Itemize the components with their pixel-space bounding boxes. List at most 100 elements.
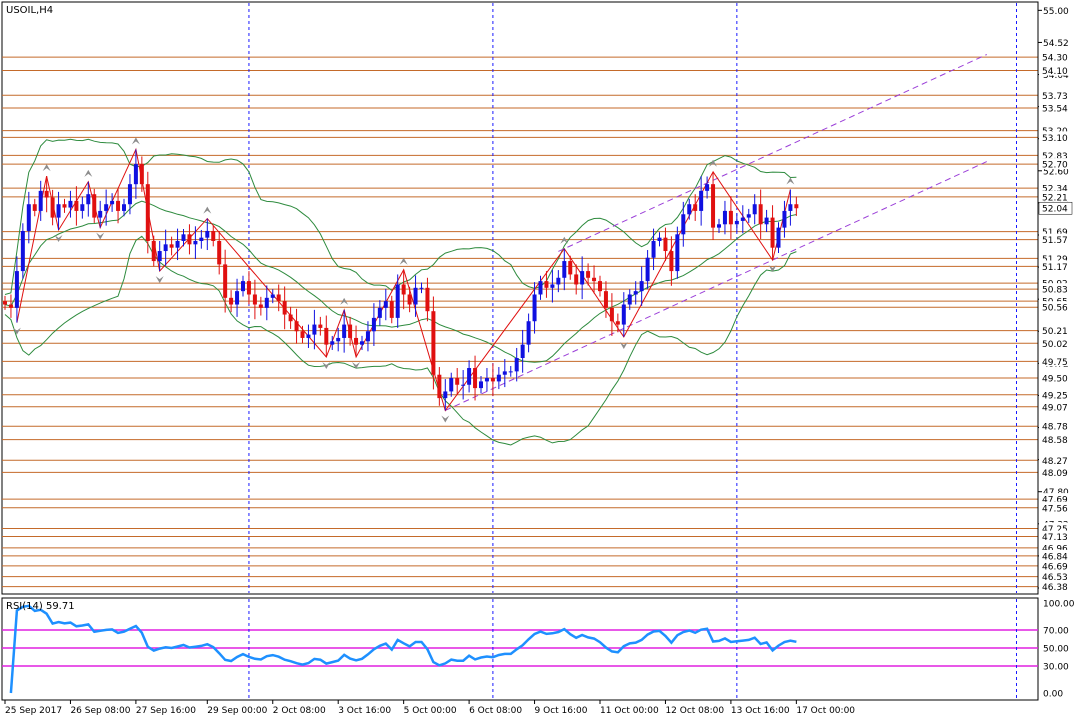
bull-candle [413,287,418,305]
bull-candle [526,321,531,345]
level-label-bg [1039,522,1072,534]
bull-candle [110,200,115,205]
level-label-bg [1039,190,1072,202]
bull-candle [675,234,680,272]
level-label: 52.21 [1042,193,1068,203]
level-label: 54.10 [1042,67,1068,77]
level-label: 51.57 [1042,236,1068,246]
rsi-tick-label: 30.00 [1043,663,1069,673]
bear-candle [574,274,579,285]
bull-candle [419,287,424,289]
bull-candle [740,217,745,221]
level-label-bg [1039,182,1072,194]
level-label-bg [1039,541,1072,553]
bear-candle [794,204,799,209]
level-label-bg [1039,260,1072,272]
bull-candle [746,214,751,218]
time-tick-label: 2 Oct 08:00 [273,706,326,716]
fractal-down-arrow [352,361,361,369]
rsi-label: RSI(14) 59.71 [6,601,75,612]
bull-candle [330,341,335,345]
price-pane[interactable]: USOIL,H4 [1,1,1039,595]
bull-candle [484,378,489,382]
bull-candle [621,304,626,325]
level-label: 52.70 [1042,161,1068,171]
current-price-box [1038,201,1073,215]
level-label: 49.50 [1042,375,1068,385]
bull-candle [538,281,543,295]
bull-candle [14,271,19,308]
bull-candle [163,244,168,252]
price-axis: 55.0054.5254.0453.5653.0852.6052.1251.64… [1037,2,1073,594]
bear-candle [586,271,591,278]
bull-candle [371,317,376,332]
time-tick-label: 6 Oct 08:00 [469,706,522,716]
bull-candle [122,204,126,211]
bear-candle [187,234,192,245]
bear-candle [407,294,412,305]
bull-candle [681,214,686,235]
level-label: 49.07 [1042,403,1068,413]
rsi-tick-label: 50.00 [1043,645,1069,655]
bollinger-middle [4,200,797,363]
level-label-bg [1039,301,1072,313]
bull-candle [639,281,644,292]
bull-candle [395,284,400,318]
rsi-pane[interactable]: RSI(14) 59.71 100.00 70.00 50.00 30.00 0.00 [1,597,1075,701]
level-label: 48.58 [1042,436,1068,446]
time-tick-label: 25 Sep 2017 [5,706,62,716]
level-label-bg [1039,559,1072,571]
level-label: 46.69 [1042,562,1068,572]
channel-upper [558,54,987,252]
bear-candle [229,297,234,305]
bear-candle [437,374,442,399]
bear-candle [288,314,293,322]
bear-candle [32,204,37,211]
bull-candle [157,251,162,262]
bear-candle [770,217,775,248]
bull-candle [461,384,466,386]
level-label: 51.29 [1042,255,1068,265]
level-label: 46.96 [1042,544,1068,554]
time-axis: 25 Sep 2017 26 Sep 08:00 27 Sep 16:00 29 Se… [4,700,855,716]
bear-candle [568,261,573,275]
zigzag-line [16,147,791,412]
level-label: 50.21 [1042,327,1068,337]
bull-candle [38,190,43,211]
bear-candle [324,327,329,345]
rsi-tick-label: 0.00 [1043,690,1063,700]
bear-candle [300,331,305,338]
level-label: 52.34 [1042,185,1068,195]
bull-candle [722,210,727,225]
bear-candle [389,301,394,318]
bull-candle [175,241,180,248]
bear-candle [603,291,608,308]
level-label: 46.38 [1042,583,1068,593]
time-tick-label: 5 Oct 00:00 [404,706,457,716]
bull-candle [479,381,483,389]
bull-candle [235,291,240,305]
time-tick-label: 11 Oct 00:00 [600,706,659,716]
bull-candle [20,230,25,272]
zigzag-path [16,147,791,412]
bull-candle [734,220,739,225]
bull-candle [699,190,704,211]
bull-candle [508,371,513,373]
bear-candle [246,281,251,295]
level-label: 53.54 [1042,104,1068,114]
level-label: 49.75 [1042,358,1068,368]
bull-candle [205,230,210,238]
bull-candle [68,200,73,208]
bull-candle [520,344,525,358]
level-label-bg [1039,283,1072,295]
level-label-bg [1039,388,1072,400]
level-label: 50.02 [1042,340,1068,350]
bull-candle [98,210,103,218]
bull-candle [514,358,519,372]
level-label-bg [1039,433,1072,445]
bull-candle [312,324,317,335]
fractal-down-arrow [768,265,777,273]
level-label: 46.84 [1042,552,1068,562]
bear-candle [544,281,549,288]
